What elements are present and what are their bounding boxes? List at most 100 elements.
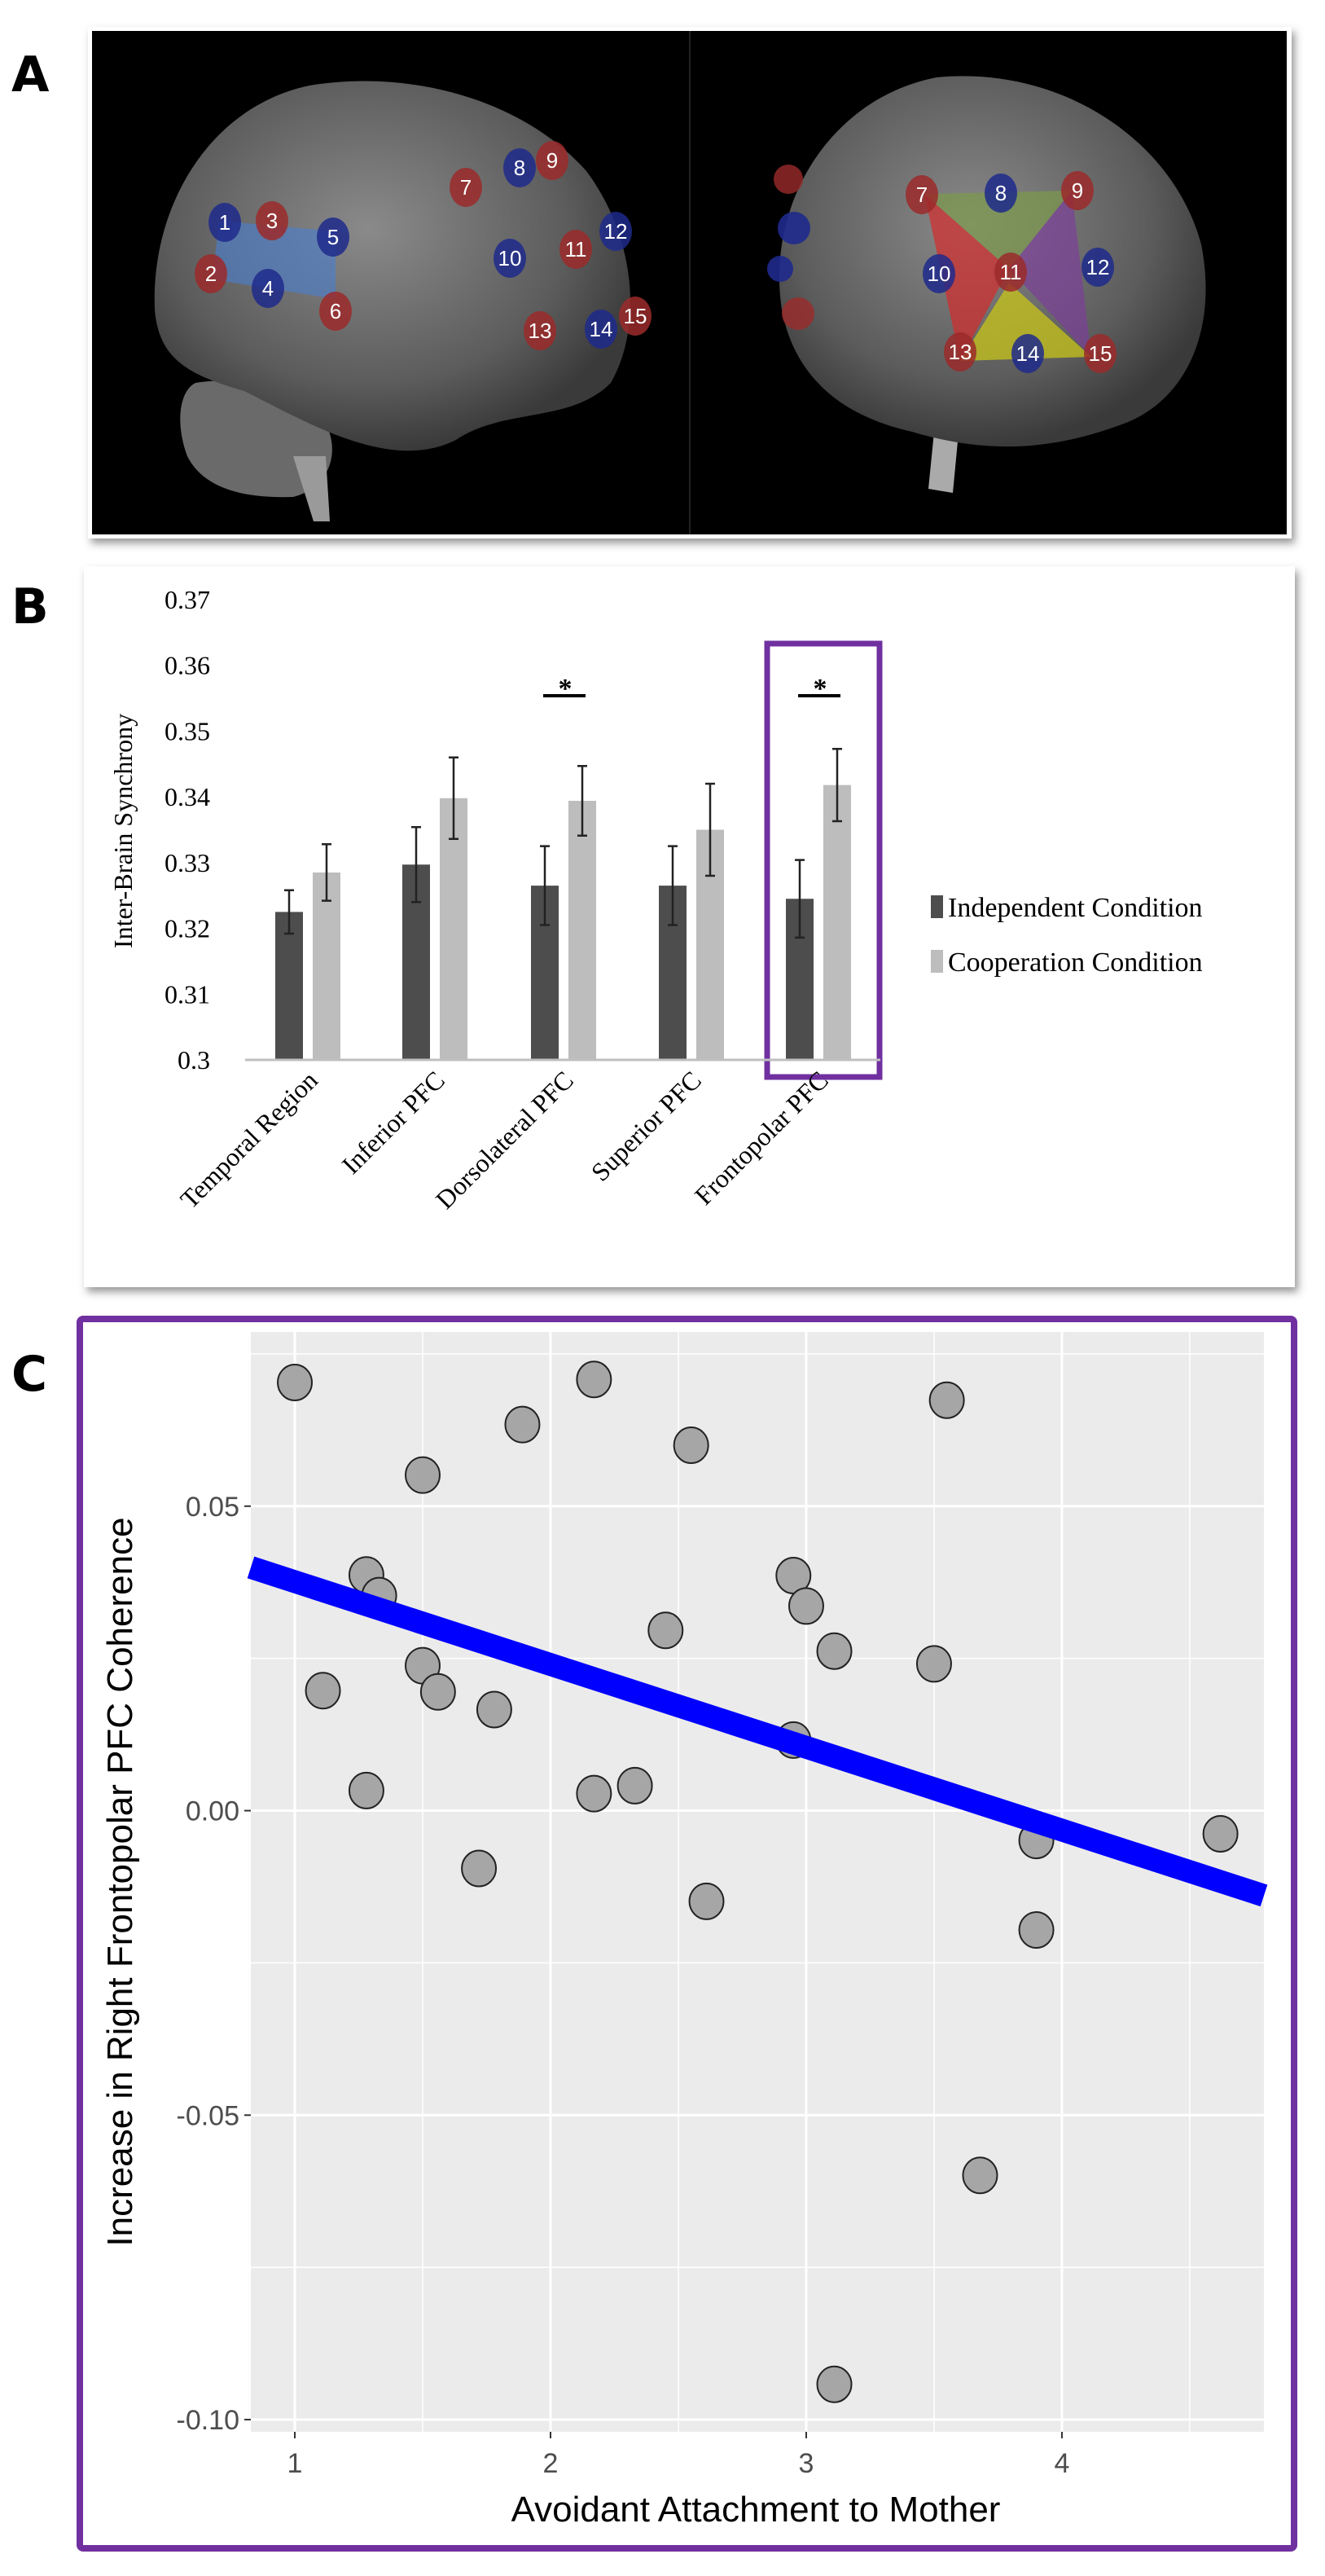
- data-point: [962, 2156, 998, 2195]
- electrode-marker: [524, 311, 556, 350]
- electrode: 7: [450, 168, 482, 207]
- y-tick-label: 0.36: [165, 651, 210, 680]
- electrode-number: 11: [565, 237, 587, 262]
- electrode: 12: [1081, 248, 1114, 287]
- scatter-chart: 1 2 3 4 -0.10 -0.05 0.00 0.05 Avoidant Attachmen…: [100, 1332, 1268, 2530]
- data-point: [673, 1426, 709, 1465]
- y-tick-label: 0.33: [165, 848, 210, 877]
- electrode: 11: [994, 253, 1027, 292]
- error-bar: [322, 843, 331, 902]
- data-point: [348, 1771, 384, 1809]
- data-point: [576, 1774, 612, 1813]
- data-point: [816, 2365, 853, 2403]
- right-electrodes: 7 8 9 10 11 12 13 14 15: [906, 171, 1117, 373]
- highlight-box: [764, 640, 883, 1080]
- region-yellow-triangle: [960, 283, 1091, 361]
- data-point: [305, 1672, 341, 1710]
- electrode-marker: [1084, 334, 1117, 373]
- data-point: [576, 1361, 612, 1399]
- panel-label-b: B: [11, 578, 49, 635]
- electrode: 3: [256, 201, 288, 240]
- error-bar: [705, 782, 715, 877]
- electrode: 1: [208, 203, 241, 242]
- electrode: 2: [195, 254, 227, 293]
- y-tick-label: 0.34: [165, 782, 210, 811]
- electrode-number: 13: [949, 340, 972, 364]
- electrode: 7: [906, 175, 938, 214]
- electrode: 5: [317, 218, 349, 257]
- error-bar: [832, 747, 842, 823]
- electrode-marker: [317, 218, 349, 257]
- electrode-marker: [494, 239, 526, 278]
- bar: [275, 912, 303, 1060]
- panel-label-c: C: [11, 1346, 47, 1403]
- bar: [568, 800, 596, 1060]
- electrode: 9: [1061, 171, 1094, 210]
- plot-background: [251, 1332, 1264, 2432]
- legend-swatch: [931, 895, 943, 918]
- y-tick-label: 0.00: [186, 1796, 239, 1827]
- data-point: [461, 1849, 498, 1888]
- significance-star: *: [559, 674, 573, 704]
- data-point: [616, 1766, 653, 1805]
- electrode-number: 10: [498, 246, 522, 270]
- data-point: [404, 1456, 441, 1494]
- y-axis-title: Inter-Brain Synchrony: [108, 714, 138, 948]
- bar: [313, 872, 340, 1060]
- electrode-marker: [503, 148, 536, 187]
- electrode-marker: [536, 141, 568, 180]
- error-bar: [411, 826, 421, 903]
- y-tick-label: 0.37: [165, 585, 210, 614]
- electrode-number: 15: [1089, 341, 1112, 366]
- electrode: 4: [252, 269, 284, 308]
- electrode-marker: [585, 310, 617, 349]
- electrode-number: 12: [1086, 255, 1110, 279]
- electrode-number: 6: [330, 299, 341, 323]
- y-tick-label: 0.3: [178, 1045, 210, 1075]
- electrode: 15: [1084, 334, 1117, 373]
- data-point: [504, 1405, 541, 1444]
- electrode: 13: [944, 332, 976, 371]
- electrode-marker: [256, 201, 288, 240]
- legend-label: Cooperation Condition: [948, 947, 1203, 978]
- x-axis-title: Avoidant Attachment to Mother: [511, 2490, 1001, 2530]
- electrode-number: 4: [262, 276, 274, 301]
- data-point: [419, 1673, 456, 1711]
- data-point: [788, 1587, 824, 1625]
- electrode-number: 3: [266, 209, 278, 233]
- electrode-number: 5: [327, 225, 339, 249]
- electrode: 12: [599, 212, 632, 251]
- region-purple-triangle: [1009, 191, 1091, 357]
- electrode-number: 12: [604, 219, 628, 244]
- electrode: 6: [319, 292, 352, 331]
- data-point: [1202, 1814, 1239, 1853]
- electrode-number: 14: [1016, 341, 1040, 366]
- bar: [440, 798, 467, 1060]
- significance-star: *: [814, 674, 827, 704]
- electrode-number: 11: [1000, 260, 1022, 284]
- legend-label: Independent Condition: [948, 893, 1203, 923]
- electrode-marker: [599, 212, 632, 251]
- electrode: 14: [1011, 334, 1044, 373]
- electrode-number: 10: [928, 262, 951, 286]
- electrode: 9: [536, 141, 568, 180]
- y-tick-label: 0.32: [165, 914, 210, 943]
- electrode-number: 15: [624, 304, 647, 328]
- data-point: [688, 1882, 725, 1920]
- region-red-triangle: [924, 194, 1009, 361]
- x-tick-label: 2: [543, 2448, 559, 2479]
- electrode-marker: [252, 269, 284, 308]
- electrode-marker: [994, 253, 1027, 292]
- electrode-marker: [619, 297, 652, 336]
- electrode-marker: [985, 174, 1017, 213]
- electrode-number: 1: [219, 210, 230, 235]
- temporal-region-area: [213, 221, 336, 299]
- x-tick-label: 3: [799, 2448, 814, 2479]
- error-bar: [449, 756, 458, 841]
- y-tick-label: 0.31: [165, 979, 210, 1009]
- electrode: 10: [494, 239, 526, 278]
- electrode-marker: [450, 168, 482, 207]
